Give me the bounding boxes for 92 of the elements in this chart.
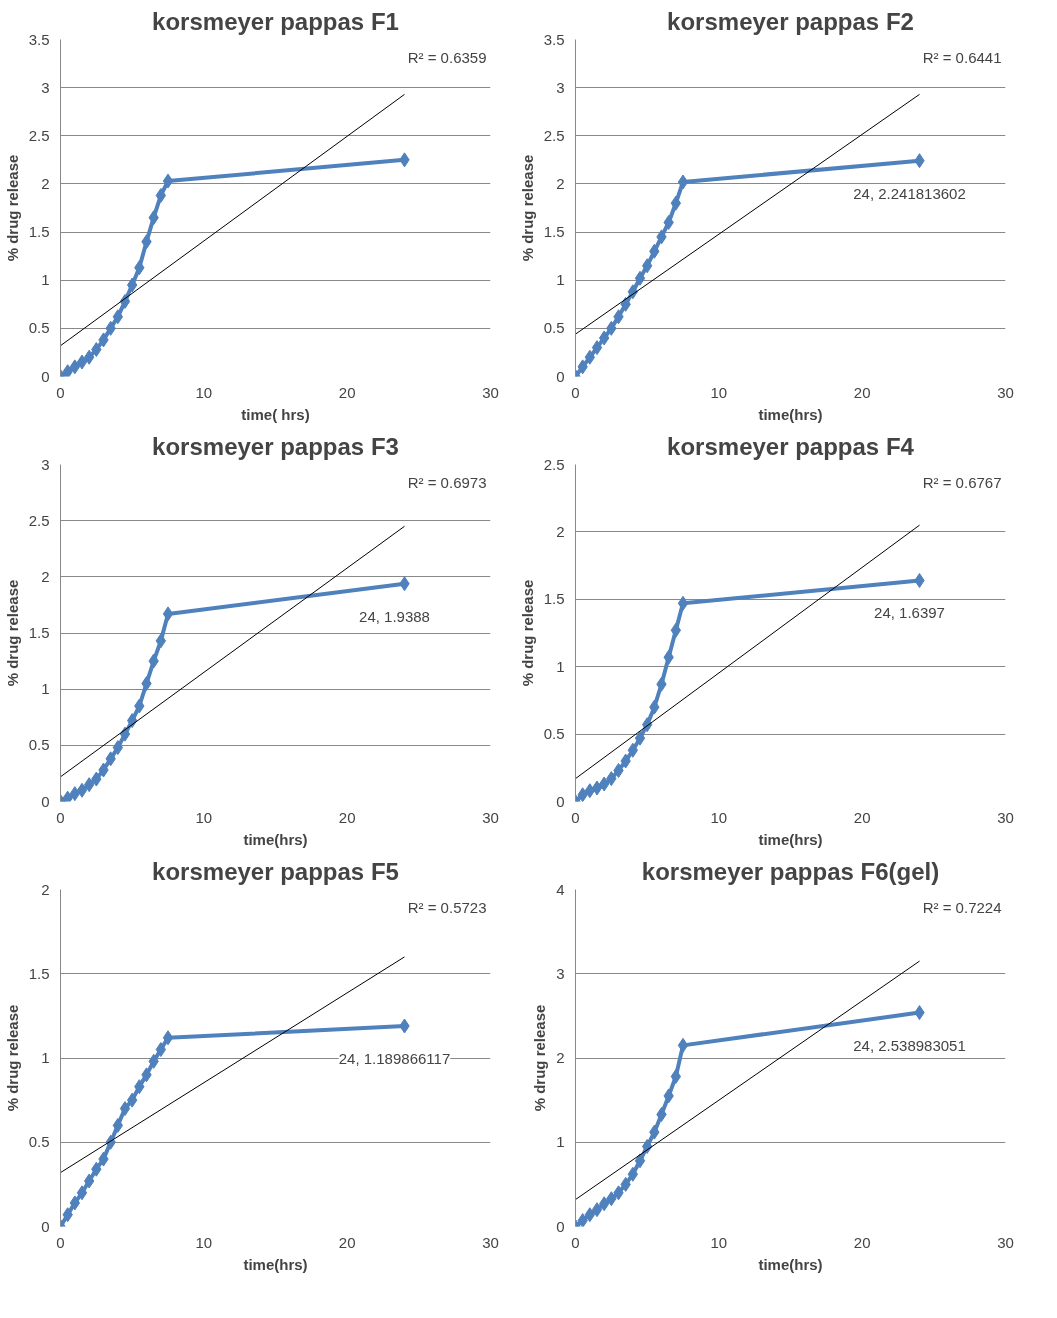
x-tick-label: 10 [195,808,213,826]
x-tick-label: 20 [853,1233,871,1251]
y-tick-label: 1 [41,1049,50,1066]
y-tick-label: 0.5 [543,319,565,337]
x-tick-label: 0 [571,808,580,826]
y-tick-label: 2.5 [28,511,50,529]
data-label: 24, 1.189866117 [338,1050,451,1068]
x-tick-label: 20 [853,808,871,826]
y-tick-label: 0.5 [28,736,50,754]
chart-title: korsmeyer pappas F1 [152,7,399,35]
annotation: R² = 0.6359 [407,49,487,66]
annotation: R² = 0.7224 [922,899,1002,916]
data-label: 24, 1.9388 [359,607,430,625]
y-tick-label: 3 [41,455,50,473]
x-tick-label: 30 [997,383,1014,401]
annotation: R² = 0.6441 [922,49,1002,66]
y-tick-label: 1.5 [28,624,50,641]
x-tick-label: 0 [571,383,580,401]
y-tick-label: 0 [41,367,50,385]
y-tick-label: 1 [556,271,565,289]
x-axis-title: time(hrs) [243,1255,308,1273]
x-axis-title: time(hrs) [758,405,823,423]
x-axis-title: time(hrs) [758,1255,823,1273]
x-tick-label: 30 [482,1233,499,1251]
chart-title: korsmeyer pappas F2 [667,7,914,35]
chart-title: korsmeyer pappas F6(gel) [641,857,940,885]
y-tick-label: 0.5 [543,725,565,743]
y-tick-label: 0.5 [28,319,50,337]
x-tick-label: 10 [195,383,213,401]
y-tick-label: 1 [41,271,50,289]
data-label: 24, 2.538983051 [853,1036,966,1054]
x-axis-title: time(hrs) [758,830,823,848]
x-axis-title: time( hrs) [241,405,310,423]
x-tick-label: 20 [338,1233,356,1251]
y-tick-label: 2 [41,880,50,898]
data-label: 24, 1.6397 [874,604,945,622]
y-tick-label: 3.5 [28,30,50,48]
y-tick-label: 1.5 [543,590,565,608]
x-axis-title: time(hrs) [243,830,308,848]
y-tick-label: 1.5 [543,223,565,241]
y-tick-label: 1.5 [28,964,50,982]
y-tick-label: 2 [41,567,50,585]
y-axis-title: % drug release [518,154,536,262]
y-tick-label: 2 [41,174,50,192]
x-tick-label: 30 [997,1233,1014,1251]
y-axis-title: % drug release [531,1004,549,1112]
y-tick-label: 4 [556,880,565,898]
y-axis-title: % drug release [3,154,21,262]
y-tick-label: 1.5 [28,223,50,241]
y-tick-label: 0 [556,792,565,810]
chart-title: korsmeyer pappas F3 [152,432,399,460]
annotation: R² = 0.5723 [407,899,487,916]
y-tick-label: 2.5 [543,126,565,144]
y-tick-label: 2 [556,1049,565,1066]
x-tick-label: 10 [710,1233,728,1251]
y-tick-label: 1 [41,680,50,698]
x-tick-label: 10 [710,383,728,401]
y-tick-label: 2.5 [28,126,50,144]
y-axis-title: % drug release [518,579,536,687]
x-tick-label: 20 [853,383,871,401]
y-tick-label: 2.5 [543,455,565,473]
x-tick-label: 20 [338,808,356,826]
x-tick-label: 20 [338,383,356,401]
y-tick-label: 0 [556,367,565,385]
x-tick-label: 0 [56,383,65,401]
y-tick-label: 3 [556,964,565,982]
y-tick-label: 2 [556,174,565,192]
x-tick-label: 10 [710,808,728,826]
chart-title: korsmeyer pappas F5 [152,857,399,885]
y-tick-label: 1 [556,657,565,675]
x-tick-label: 30 [482,808,499,826]
y-tick-label: 1 [556,1133,565,1151]
chart-title: korsmeyer pappas F4 [667,432,915,460]
y-tick-label: 0 [556,1217,565,1235]
y-tick-label: 0 [41,792,50,810]
y-tick-label: 0 [41,1217,50,1235]
x-tick-label: 30 [482,383,499,401]
y-tick-label: 2 [556,522,565,540]
y-tick-label: 0.5 [28,1133,50,1151]
x-tick-label: 10 [195,1233,213,1251]
y-axis-title: % drug release [3,1004,21,1112]
x-tick-label: 0 [571,1233,580,1251]
y-tick-label: 3.5 [543,30,565,48]
annotation: R² = 0.6973 [407,474,487,491]
y-tick-label: 3 [556,78,565,96]
data-label: 24, 2.241813602 [853,184,966,202]
x-tick-label: 30 [997,808,1014,826]
x-tick-label: 0 [56,1233,65,1251]
y-axis-title: % drug release [3,579,21,687]
x-tick-label: 0 [56,808,65,826]
y-tick-label: 3 [41,78,50,96]
annotation: R² = 0.6767 [922,474,1002,491]
